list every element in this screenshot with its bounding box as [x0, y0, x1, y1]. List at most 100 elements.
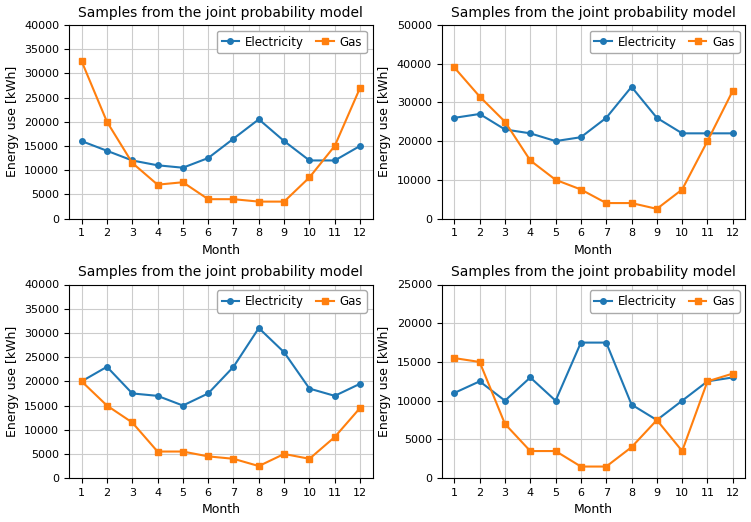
Gas [204, 196, 213, 203]
Electricity [128, 157, 137, 163]
Electricity [279, 138, 288, 144]
Electricity [255, 325, 264, 331]
Electricity [102, 148, 111, 154]
Gas [102, 118, 111, 125]
Electricity [330, 157, 339, 163]
Electricity [627, 401, 636, 408]
Gas [526, 448, 535, 454]
Gas [128, 160, 137, 166]
Electricity [77, 138, 86, 144]
X-axis label: Month: Month [201, 244, 240, 257]
Electricity [577, 339, 586, 346]
Electricity [128, 390, 137, 397]
Electricity [677, 130, 686, 136]
Electricity [255, 116, 264, 123]
Gas [179, 179, 188, 185]
Gas [450, 355, 459, 361]
Gas [703, 378, 712, 385]
Legend: Electricity, Gas: Electricity, Gas [590, 31, 740, 53]
Y-axis label: Energy use [kWh]: Energy use [kWh] [379, 326, 391, 437]
Gas [602, 464, 611, 470]
Electricity [703, 130, 712, 136]
Gas [500, 421, 509, 427]
Line: Electricity: Electricity [79, 116, 363, 171]
Electricity [305, 157, 314, 163]
Gas [728, 88, 737, 94]
Legend: Electricity, Gas: Electricity, Gas [217, 290, 366, 313]
Electricity [450, 390, 459, 396]
Electricity [330, 393, 339, 399]
Electricity [102, 364, 111, 370]
Electricity [653, 417, 662, 423]
Electricity [653, 115, 662, 121]
Electricity [526, 374, 535, 381]
Line: Gas: Gas [451, 355, 735, 469]
Gas [677, 186, 686, 193]
Gas [526, 157, 535, 163]
Gas [602, 200, 611, 206]
Gas [279, 198, 288, 205]
Gas [677, 448, 686, 454]
Electricity [475, 378, 484, 385]
Line: Electricity: Electricity [79, 325, 363, 408]
Gas [255, 463, 264, 469]
Electricity [627, 84, 636, 90]
Electricity [279, 349, 288, 355]
Line: Gas: Gas [79, 58, 363, 205]
Electricity [500, 398, 509, 404]
Electricity [728, 130, 737, 136]
Y-axis label: Energy use [kWh]: Energy use [kWh] [5, 326, 19, 437]
Gas [355, 405, 364, 411]
Gas [330, 434, 339, 440]
Gas [255, 198, 264, 205]
Electricity [526, 130, 535, 136]
Electricity [602, 115, 611, 121]
Gas [577, 464, 586, 470]
Legend: Electricity, Gas: Electricity, Gas [590, 290, 740, 313]
Gas [77, 378, 86, 385]
X-axis label: Month: Month [574, 503, 613, 516]
Gas [728, 371, 737, 377]
Gas [229, 196, 238, 203]
Gas [102, 402, 111, 409]
Electricity [551, 138, 560, 144]
Gas [128, 419, 137, 425]
Gas [551, 448, 560, 454]
Gas [330, 143, 339, 149]
Gas [551, 176, 560, 183]
Line: Gas: Gas [79, 378, 363, 469]
Gas [653, 206, 662, 212]
Title: Samples from the joint probability model: Samples from the joint probability model [78, 265, 363, 279]
Title: Samples from the joint probability model: Samples from the joint probability model [78, 6, 363, 19]
Electricity [305, 385, 314, 392]
Gas [305, 456, 314, 462]
Electricity [500, 126, 509, 133]
Gas [475, 93, 484, 100]
Title: Samples from the joint probability model: Samples from the joint probability model [451, 6, 736, 19]
Gas [450, 64, 459, 70]
Line: Electricity: Electricity [451, 84, 735, 144]
Gas [279, 451, 288, 457]
Title: Samples from the joint probability model: Samples from the joint probability model [451, 265, 736, 279]
X-axis label: Month: Month [201, 503, 240, 516]
Electricity [204, 155, 213, 161]
Gas [179, 448, 188, 455]
Electricity [229, 364, 238, 370]
Gas [355, 85, 364, 91]
Electricity [77, 378, 86, 385]
Gas [627, 200, 636, 206]
Gas [305, 174, 314, 181]
Gas [77, 58, 86, 64]
Electricity [677, 398, 686, 404]
Gas [204, 453, 213, 459]
Electricity [229, 136, 238, 142]
Electricity [602, 339, 611, 346]
Line: Electricity: Electricity [451, 340, 735, 423]
Electricity [355, 381, 364, 387]
Gas [153, 182, 162, 188]
Electricity [153, 162, 162, 169]
Electricity [179, 164, 188, 171]
Gas [653, 417, 662, 423]
Electricity [475, 111, 484, 117]
Y-axis label: Energy use [kWh]: Energy use [kWh] [379, 66, 391, 177]
